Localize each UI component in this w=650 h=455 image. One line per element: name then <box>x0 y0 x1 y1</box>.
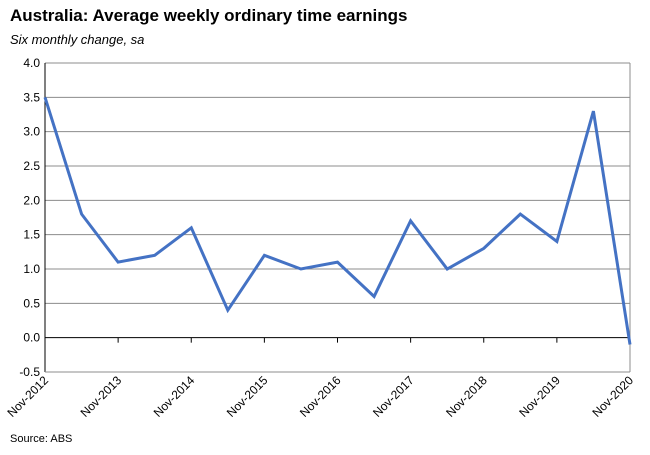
y-tick-label: 1.0 <box>23 262 40 276</box>
y-tick-label: 0.0 <box>23 331 40 345</box>
y-tick-label: 3.0 <box>23 125 40 139</box>
x-tick-label: Nov-2018 <box>443 373 490 420</box>
x-tick-label: Nov-2016 <box>297 373 344 420</box>
x-tick-label: Nov-2015 <box>224 373 271 420</box>
x-tick-label: Nov-2012 <box>4 373 51 420</box>
chart-source: Source: ABS <box>10 433 73 445</box>
y-tick-label: 0.5 <box>23 296 40 310</box>
series-line <box>43 96 632 345</box>
y-tick-label: 1.5 <box>23 228 40 242</box>
y-tick-label: 4.0 <box>23 56 40 70</box>
x-tick-label: Nov-2017 <box>370 373 417 420</box>
x-tick-label: Nov-2020 <box>589 373 636 420</box>
x-tick-label: Nov-2013 <box>78 373 125 420</box>
chart-subtitle: Six monthly change, sa <box>10 32 145 47</box>
x-tick-label: Nov-2014 <box>151 373 198 420</box>
y-tick-label: 3.5 <box>23 90 40 104</box>
chart-title: Australia: Average weekly ordinary time … <box>10 6 408 25</box>
y-tick-label: 2.0 <box>23 193 40 207</box>
y-tick-label: 2.5 <box>23 159 40 173</box>
x-tick-label: Nov-2019 <box>516 373 563 420</box>
y-tick-label: -0.5 <box>19 365 40 379</box>
